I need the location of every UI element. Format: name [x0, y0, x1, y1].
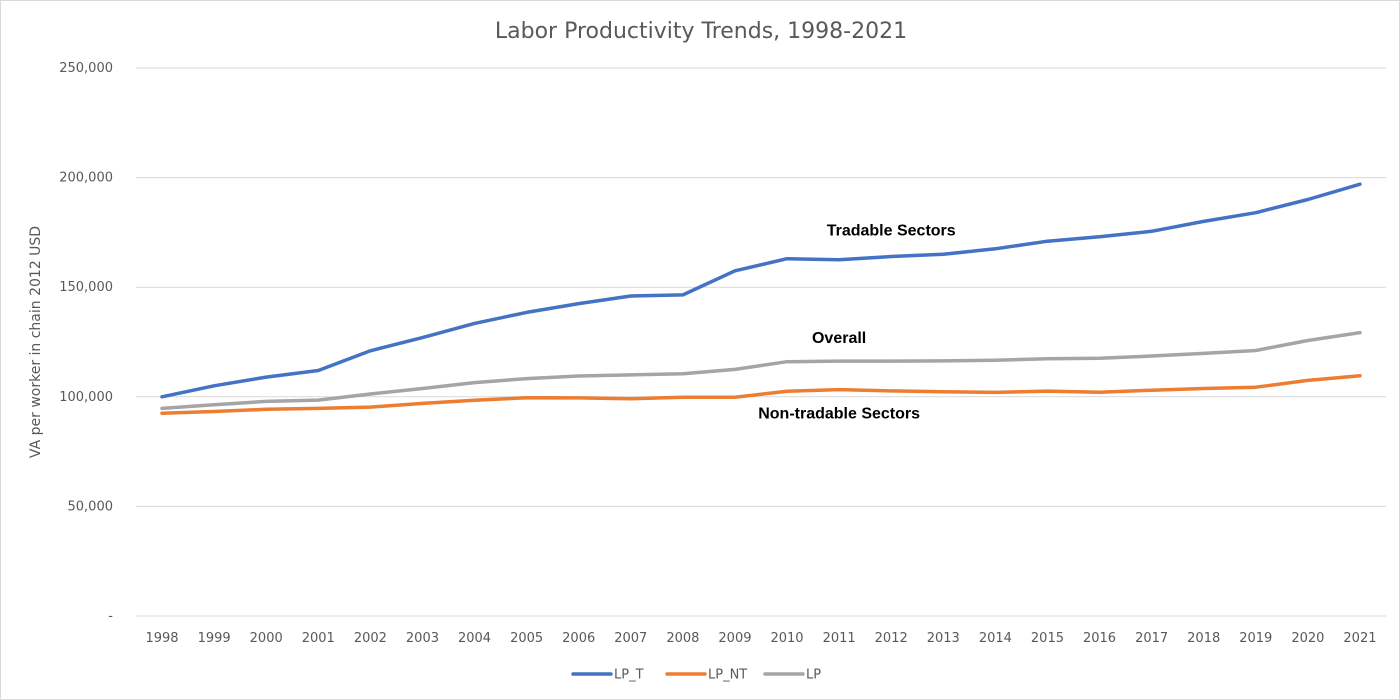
x-tick-label: 2019: [1239, 631, 1272, 646]
y-axis-label: VA per worker in chain 2012 USD: [28, 226, 44, 458]
x-tick-label: 2008: [666, 631, 699, 646]
x-tick-label: 2018: [1187, 631, 1220, 646]
legend-label: LP_NT: [708, 668, 747, 683]
y-tick-label: 250,000: [59, 61, 113, 76]
series-lines: [160, 182, 1362, 415]
legend-label: LP: [806, 668, 821, 683]
x-tick-label: 2002: [354, 631, 387, 646]
x-tick-label: 2020: [1291, 631, 1324, 646]
y-tick-label: -: [108, 609, 113, 624]
x-tick-label: 2007: [614, 631, 647, 646]
x-tick-label: 2011: [823, 631, 856, 646]
series-line-lp-nt: [160, 374, 1362, 415]
annotation-label: Tradable Sectors: [827, 223, 956, 240]
annotation-label: Non-tradable Sectors: [758, 406, 920, 423]
x-tick-label: 2017: [1135, 631, 1168, 646]
x-tick-label: 2006: [562, 631, 595, 646]
x-tick-label: 2016: [1083, 631, 1116, 646]
y-axis-ticks: - 50,000 100,000 150,000 200,000 250,000: [59, 61, 113, 624]
y-tick-label: 200,000: [59, 171, 113, 186]
x-tick-label: 2000: [250, 631, 283, 646]
x-tick-label: 2004: [458, 631, 491, 646]
x-tick-label: 2003: [406, 631, 439, 646]
legend-label: LP_T: [614, 668, 644, 683]
x-tick-label: 2001: [302, 631, 335, 646]
y-tick-label: 50,000: [68, 499, 114, 514]
gridlines: [136, 67, 1386, 617]
x-tick-label: 1999: [198, 631, 231, 646]
y-tick-label: 100,000: [59, 390, 113, 405]
x-tick-label: 2012: [875, 631, 908, 646]
x-tick-label: 2021: [1343, 631, 1376, 646]
x-tick-label: 2009: [718, 631, 751, 646]
x-tick-label: 2015: [1031, 631, 1064, 646]
x-tick-label: 2010: [770, 631, 803, 646]
y-tick-label: 150,000: [59, 280, 113, 295]
x-tick-label: 2014: [979, 631, 1012, 646]
x-tick-label: 2005: [510, 631, 543, 646]
annotation-label: Overall: [812, 330, 866, 347]
x-tick-label: 2013: [927, 631, 960, 646]
x-tick-label: 1998: [145, 631, 178, 646]
series-line-lp-t: [160, 182, 1362, 399]
annotations: Tradable Sectors Overall Non-tradable Sect…: [758, 223, 956, 423]
legend: LP_T LP_NT LP: [571, 668, 821, 683]
chart-title: Labor Productivity Trends, 1998-2021: [495, 19, 907, 44]
x-axis-ticks: 1998 1999 2000 2001 2002 2003 2004 2005 2006 2007…: [145, 631, 1376, 646]
series-line-lp: [160, 330, 1362, 411]
